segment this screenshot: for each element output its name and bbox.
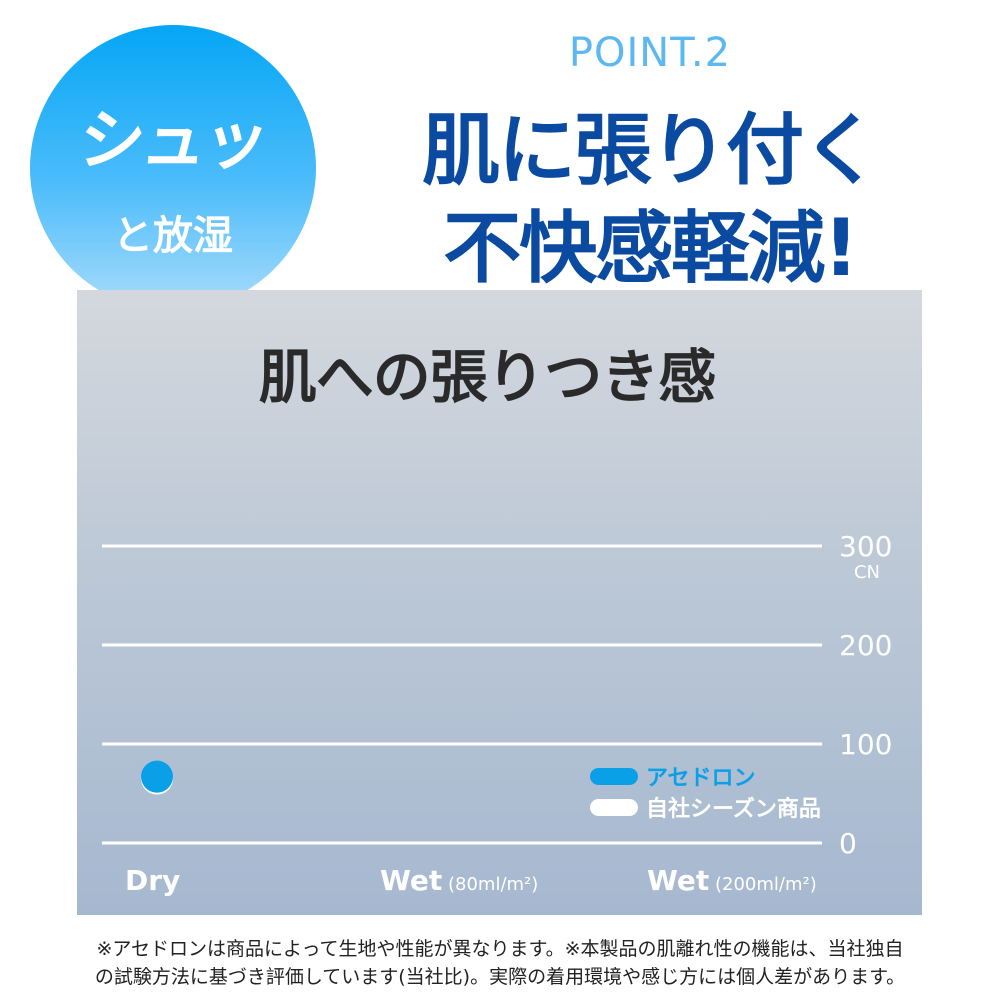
badge-main-text: シュッ	[75, 102, 270, 179]
data-point-asedron	[141, 760, 173, 793]
y-tick-label: 200	[839, 629, 892, 662]
legend-swatch	[590, 799, 638, 816]
x-tick-label: Dry	[125, 864, 180, 897]
footnote-line2: の試験方法に基づき評価しています(当社比)。実際の着用環境や感じ方には個人差があ…	[94, 966, 906, 988]
y-tick-label: 0	[839, 827, 857, 860]
x-tick-label: Wet (200ml/m²)	[647, 864, 817, 897]
badge-sub-text: と放湿	[113, 213, 233, 259]
legend-swatch	[590, 768, 638, 785]
point-label: POINT.2	[568, 30, 732, 76]
chart-title: 肌への張りつき感	[258, 343, 717, 411]
legend-label: アセドロン	[646, 766, 756, 791]
x-tick-label: Wet (80ml/m²)	[380, 864, 538, 897]
y-tick-label: 100	[839, 728, 892, 761]
y-tick-label: 300	[839, 530, 892, 563]
badge-circle: シュッ と放湿	[30, 25, 316, 311]
headline-line1: 肌に張り付く	[421, 106, 880, 196]
headline-line2: 不快感軽減!	[443, 204, 859, 294]
chart-panel: 肌への張りつき感 0 100 200 300 CN Dry Wet (80ml/m²) Wet…	[77, 290, 922, 915]
footnote-line1: ※アセドロンは商品によって生地や性能が異なります。※本製品の肌離れ性の機能は、当…	[96, 938, 904, 960]
y-unit-label: CN	[854, 562, 880, 583]
legend-label: 自社シーズン商品	[646, 796, 821, 822]
